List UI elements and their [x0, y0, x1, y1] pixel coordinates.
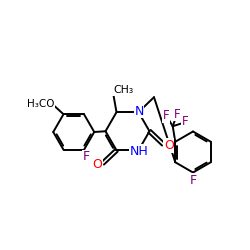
Text: NH: NH: [130, 145, 148, 158]
Text: H₃CO: H₃CO: [26, 99, 54, 109]
Text: O: O: [164, 139, 174, 152]
Text: CH₃: CH₃: [113, 85, 133, 95]
Text: F: F: [182, 115, 188, 128]
Text: O: O: [92, 158, 102, 171]
Text: F: F: [162, 109, 169, 122]
Text: F: F: [83, 150, 90, 163]
Text: F: F: [174, 108, 180, 121]
Text: F: F: [190, 174, 197, 186]
Text: N: N: [134, 105, 144, 118]
